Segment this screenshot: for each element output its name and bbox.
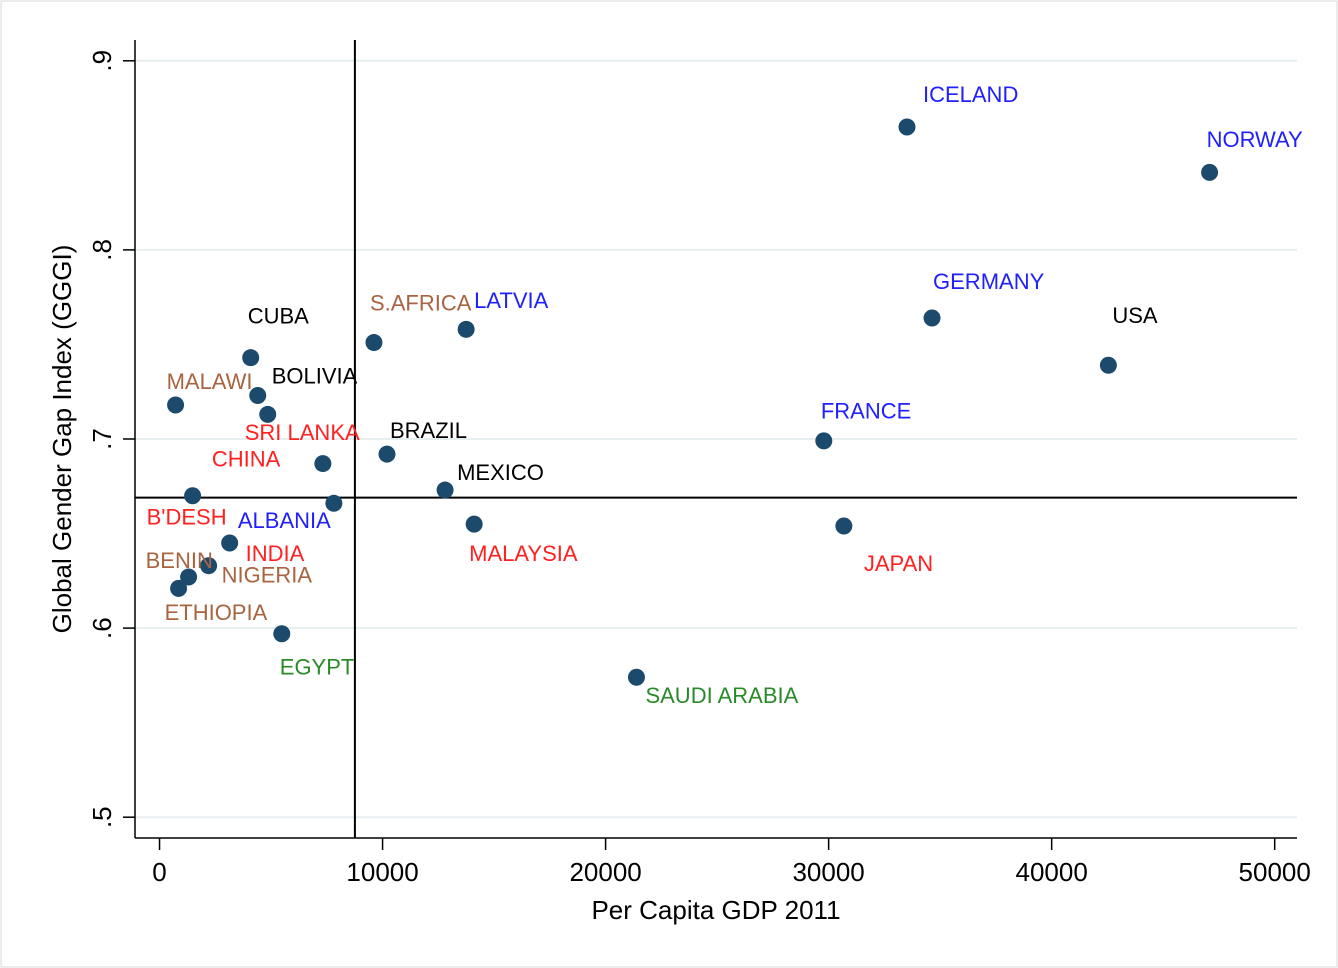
point	[815, 432, 833, 450]
point-label: CHINA	[212, 446, 281, 471]
point	[200, 557, 218, 575]
point	[273, 625, 291, 643]
x-tick-label: 30000	[792, 857, 864, 887]
point-label: JAPAN	[864, 551, 933, 576]
x-tick-label: 40000	[1016, 857, 1088, 887]
point	[835, 517, 853, 535]
point	[221, 534, 239, 552]
point	[1201, 163, 1219, 181]
point	[378, 445, 396, 463]
point-label: INDIA	[246, 541, 305, 566]
point-label: SAUDI ARABIA	[645, 683, 798, 708]
point-label: MALAWI	[167, 369, 253, 394]
point	[180, 568, 198, 586]
point-label: S.AFRICA	[370, 290, 472, 315]
point	[457, 320, 475, 338]
point	[167, 396, 185, 414]
point-label: MALAYSIA	[469, 541, 578, 566]
point-label: ALBANIA	[238, 508, 331, 533]
point-label: GERMANY	[933, 269, 1045, 294]
point-label: MEXICO	[457, 460, 544, 485]
point	[898, 118, 916, 136]
point	[325, 494, 343, 512]
point-label: NORWAY	[1207, 127, 1303, 152]
point	[249, 387, 267, 405]
y-axis-label: Global Gender Gap Index (GGGI)	[47, 245, 77, 634]
point-label: CUBA	[248, 303, 309, 328]
x-tick-label: 20000	[569, 857, 641, 887]
x-axis-label: Per Capita GDP 2011	[591, 895, 840, 925]
y-tick-label: .8	[87, 239, 117, 261]
point-label: NIGERIA	[222, 563, 313, 588]
point	[184, 487, 202, 505]
x-tick-label: 0	[152, 857, 166, 887]
point	[170, 579, 188, 597]
point-label: EGYPT	[280, 655, 355, 680]
point	[465, 515, 483, 533]
point	[1099, 356, 1117, 374]
x-tick-label: 50000	[1239, 857, 1311, 887]
point-label: ETHIOPIA	[165, 600, 268, 625]
point	[242, 349, 260, 367]
x-tick-label: 10000	[346, 857, 418, 887]
point	[627, 668, 645, 686]
point-label: B'DESH	[147, 505, 227, 530]
point-label: SRI LANKA	[245, 420, 360, 445]
point	[923, 309, 941, 327]
point-label: BRAZIL	[390, 418, 467, 443]
point-label: LATVIA	[474, 288, 549, 313]
point-label: FRANCE	[821, 399, 911, 424]
point	[259, 405, 277, 423]
y-tick-label: .7	[87, 428, 117, 450]
y-tick-label: .5	[87, 806, 117, 828]
y-tick-label: .6	[87, 617, 117, 639]
point-label: USA	[1112, 303, 1158, 328]
point-label: BOLIVIA	[272, 363, 358, 388]
point-label: ICELAND	[923, 82, 1018, 107]
point	[365, 334, 383, 352]
point-label: BENIN	[146, 548, 213, 573]
y-tick-label: .9	[87, 50, 117, 72]
point	[314, 455, 332, 473]
point	[436, 481, 454, 499]
